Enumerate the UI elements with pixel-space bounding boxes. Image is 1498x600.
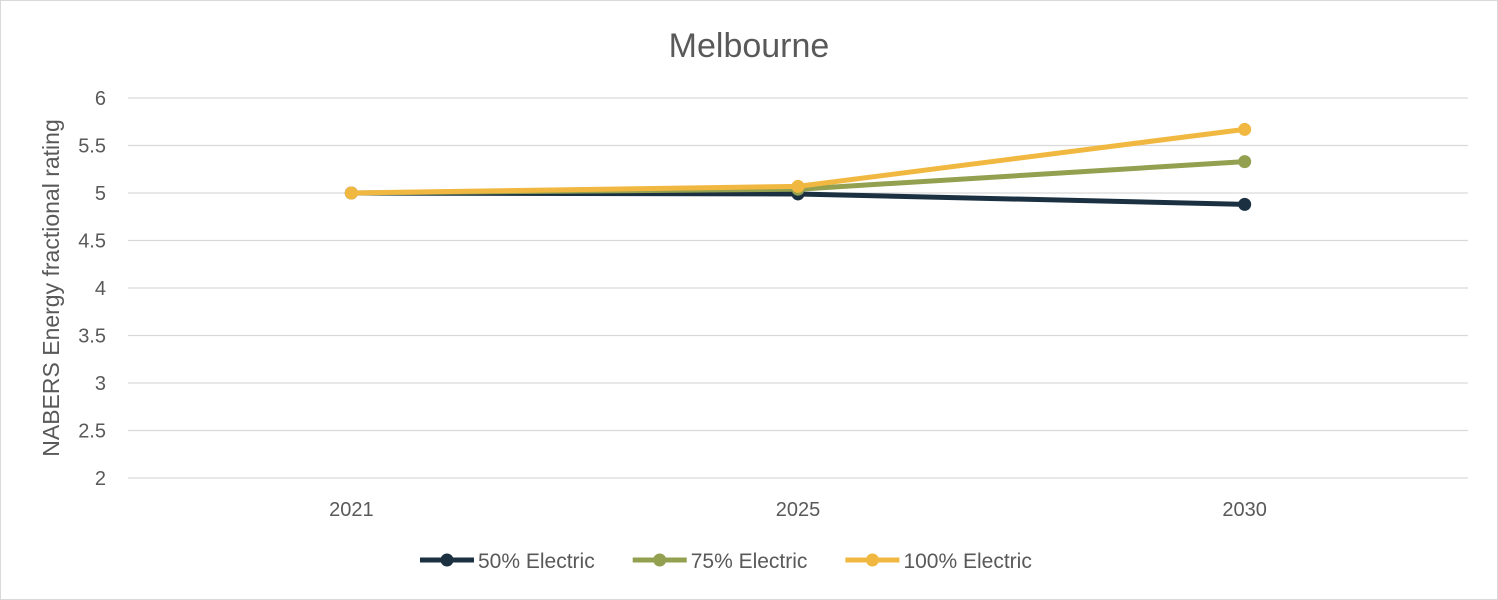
data-point	[1238, 155, 1252, 169]
y-tick-label: 2.5	[78, 421, 106, 443]
y-tick-label: 4.5	[78, 231, 106, 253]
x-tick-label: 2021	[329, 499, 374, 521]
gridlines	[128, 97, 1468, 479]
y-axis-title: NABERS Energy fractional rating	[38, 119, 64, 457]
x-tick-label: 2030	[1222, 499, 1267, 521]
y-axis-ticks: 2 2.5 3 3.5 4 4.5 5 5.5 6	[78, 88, 106, 490]
data-point	[1238, 122, 1252, 136]
y-tick-label: 5.5	[78, 136, 106, 158]
legend-label: 50% Electric	[478, 550, 595, 573]
legend-marker	[653, 553, 667, 567]
legend-label: 75% Electric	[691, 550, 808, 573]
y-tick-label: 4	[95, 278, 106, 300]
y-tick-label: 3.5	[78, 326, 106, 348]
legend: 50% Electric 75% Electric 100% Electric	[420, 550, 1032, 573]
y-tick-label: 5	[95, 183, 106, 205]
data-point	[344, 186, 358, 200]
legend-marker	[865, 553, 879, 567]
y-tick-label: 2	[95, 468, 106, 490]
y-tick-label: 3	[95, 373, 106, 395]
y-tick-label: 6	[95, 88, 106, 110]
legend-marker	[440, 553, 454, 567]
legend-item: 50% Electric	[420, 550, 595, 573]
series-3	[344, 122, 1252, 200]
legend-label: 100% Electric	[903, 550, 1031, 573]
legend-item: 100% Electric	[845, 550, 1032, 573]
data-point	[1238, 197, 1252, 211]
series-lines	[344, 122, 1252, 211]
x-tick-label: 2025	[776, 499, 821, 521]
data-point	[791, 179, 805, 193]
x-axis-ticks: 2021 2025 2030	[329, 499, 1267, 521]
legend-item: 75% Electric	[632, 550, 808, 573]
chart-title: Melbourne	[669, 27, 830, 65]
